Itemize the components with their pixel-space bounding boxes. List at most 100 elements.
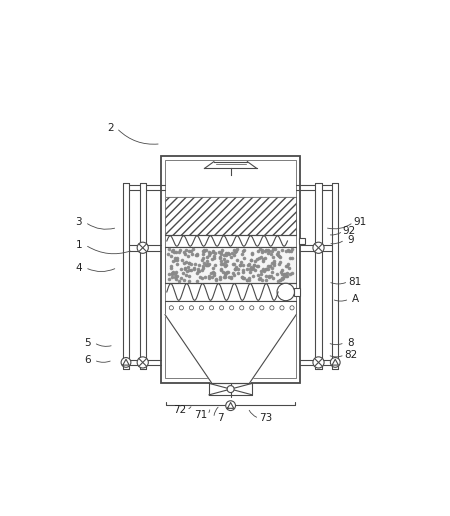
Point [185,265,193,273]
Point [257,245,264,253]
Point [230,260,237,268]
Point [204,261,211,269]
Point [258,270,265,279]
Point [189,250,196,259]
Point [199,265,206,273]
Point [261,254,269,263]
Point [174,272,181,281]
Point [274,277,281,285]
Point [240,246,247,254]
Point [256,254,263,262]
Point [203,253,210,261]
Point [212,275,219,283]
Point [216,273,223,282]
Point [194,250,201,258]
Circle shape [280,306,284,310]
Text: 91: 91 [353,217,366,227]
Bar [165,247,296,283]
Text: 82: 82 [344,350,358,360]
Point [264,246,271,254]
Bar [161,156,301,383]
Point [181,265,189,273]
Point [266,273,273,282]
Point [180,269,187,277]
Point [232,263,239,271]
Point [244,276,251,284]
Point [246,273,253,282]
Circle shape [330,358,340,367]
Point [202,272,209,281]
Point [279,274,287,282]
Point [195,266,202,275]
Point [183,271,190,279]
Point [247,265,254,273]
Circle shape [189,306,194,310]
Point [168,270,175,279]
Point [190,265,198,273]
Point [231,248,239,256]
Point [277,268,284,276]
Point [167,262,174,270]
Point [222,261,230,269]
Point [239,273,246,281]
Point [227,274,234,282]
Point [272,245,279,253]
Point [260,256,267,265]
Point [253,255,261,263]
Point [201,247,208,255]
Point [270,273,277,282]
Point [270,257,278,265]
Point [166,270,173,278]
Bar [294,288,300,296]
Point [283,247,290,255]
Point [262,272,269,280]
Circle shape [230,306,234,310]
Circle shape [121,358,131,367]
Point [180,260,188,268]
Circle shape [270,306,274,310]
Point [185,259,193,267]
Text: 72: 72 [173,405,187,415]
Point [239,261,246,269]
Point [199,250,206,258]
Point [279,246,286,254]
Point [266,247,273,255]
Circle shape [227,385,234,393]
Point [205,274,212,282]
Point [288,245,296,253]
Point [217,254,224,263]
Polygon shape [165,315,296,383]
Text: 3: 3 [76,217,82,227]
Point [262,276,269,284]
Point [217,250,225,259]
Point [261,247,268,255]
Point [188,266,195,274]
Point [260,265,267,273]
Point [232,247,239,255]
Point [279,274,286,282]
Point [259,246,266,254]
Point [195,267,202,276]
Point [203,260,210,268]
Point [200,246,207,254]
Point [278,270,285,278]
Point [227,253,234,262]
Point [173,260,180,268]
Point [217,248,225,256]
Point [234,269,241,277]
Point [202,261,209,269]
Point [172,248,179,256]
Point [241,273,248,282]
Point [265,265,272,273]
Point [183,266,190,275]
Point [250,261,257,269]
Point [219,260,226,268]
Point [169,269,176,278]
Point [276,260,283,268]
Point [222,269,230,278]
Point [181,248,188,256]
Point [244,261,252,269]
Point [205,260,212,268]
Point [218,265,225,273]
Point [258,248,265,256]
